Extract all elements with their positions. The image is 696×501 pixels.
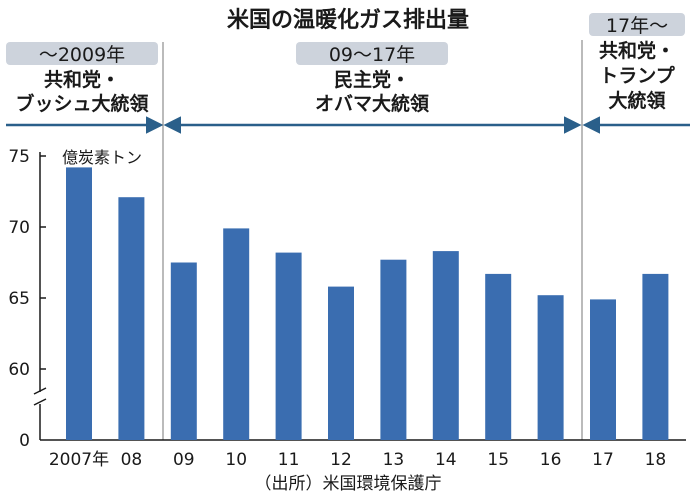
bar-8 [485, 273, 512, 440]
unit-label: 億炭素トン [62, 148, 142, 167]
y-tick-label-60: 60 [8, 360, 30, 380]
x-labels-group: 2007年 08 09 10 11 12 13 14 15 16 17 18 [49, 450, 666, 470]
x-tick-label-2: 09 [173, 450, 195, 470]
period-party-bush: 共和党・ [44, 68, 120, 91]
x-tick-label-8: 15 [487, 450, 509, 470]
period-range-obama: 09～17年 [329, 44, 415, 66]
bar-11 [642, 273, 669, 440]
axis-break-mark-1 [33, 387, 47, 395]
x-tick-label-5: 12 [330, 450, 352, 470]
period-leader-bush: ブッシュ大統領 [15, 92, 149, 115]
x-tick-label-10: 17 [592, 450, 614, 470]
period-leader-obama: オバマ大統領 [315, 92, 430, 115]
y-tick-label-65: 65 [8, 289, 30, 309]
period-party-obama: 民主党・ [334, 68, 410, 91]
period-label-box-obama [296, 42, 448, 65]
chart-title: 米国の温暖化ガス排出量 [227, 7, 469, 33]
source-note: （出所）米国環境保護庁 [255, 474, 442, 494]
bar-9 [537, 295, 564, 440]
x-tick-label-9: 16 [540, 450, 562, 470]
period-range-bush: ～2009年 [39, 44, 125, 66]
bar-10 [590, 299, 616, 440]
bar-5 [328, 286, 354, 440]
bar-6 [380, 259, 407, 440]
bar-1 [118, 197, 145, 440]
x-tick-label-6: 13 [383, 450, 405, 470]
bars-group [66, 167, 669, 440]
y-tick-label-75: 75 [8, 147, 30, 167]
bar-4 [275, 252, 302, 440]
x-tick-label-1: 08 [121, 450, 143, 470]
y-tick-label-70: 70 [8, 218, 30, 238]
period-leader-trump-2: 大統領 [608, 89, 666, 112]
x-tick-label-7: 14 [435, 450, 457, 470]
axis-break-mark-2 [33, 398, 47, 406]
period-label-box-trump [589, 13, 685, 36]
x-tick-label-0: 2007年 [49, 450, 109, 470]
y-tick-label-0: 0 [19, 431, 30, 451]
period-label-box-bush [6, 42, 158, 65]
x-tick-label-11: 18 [645, 450, 667, 470]
bar-0 [66, 167, 92, 440]
bar-3 [223, 228, 250, 440]
bar-7 [432, 251, 459, 440]
x-tick-label-3: 10 [225, 450, 247, 470]
period-leader-trump-1: トランプ [599, 64, 675, 87]
bar-2 [170, 262, 197, 440]
period-party-trump: 共和党・ [599, 39, 675, 62]
period-range-trump: 17年～ [606, 15, 668, 37]
x-tick-label-4: 11 [278, 450, 300, 470]
